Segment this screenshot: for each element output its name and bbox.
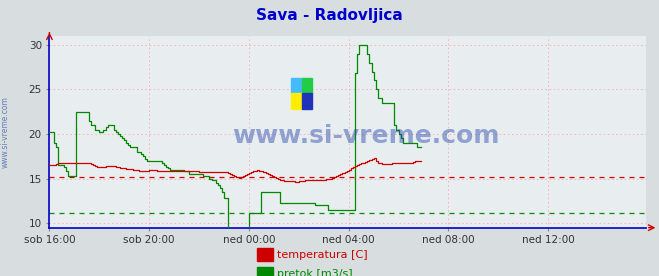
Text: pretok [m3/s]: pretok [m3/s] — [277, 269, 353, 276]
Text: www.si-vreme.com: www.si-vreme.com — [232, 124, 500, 148]
Bar — [302, 93, 312, 109]
Text: Sava - Radovljica: Sava - Radovljica — [256, 8, 403, 23]
Bar — [302, 78, 312, 93]
Bar — [291, 78, 302, 93]
Text: temperatura [C]: temperatura [C] — [277, 250, 368, 260]
Bar — [291, 93, 302, 109]
Text: www.si-vreme.com: www.si-vreme.com — [1, 97, 10, 168]
